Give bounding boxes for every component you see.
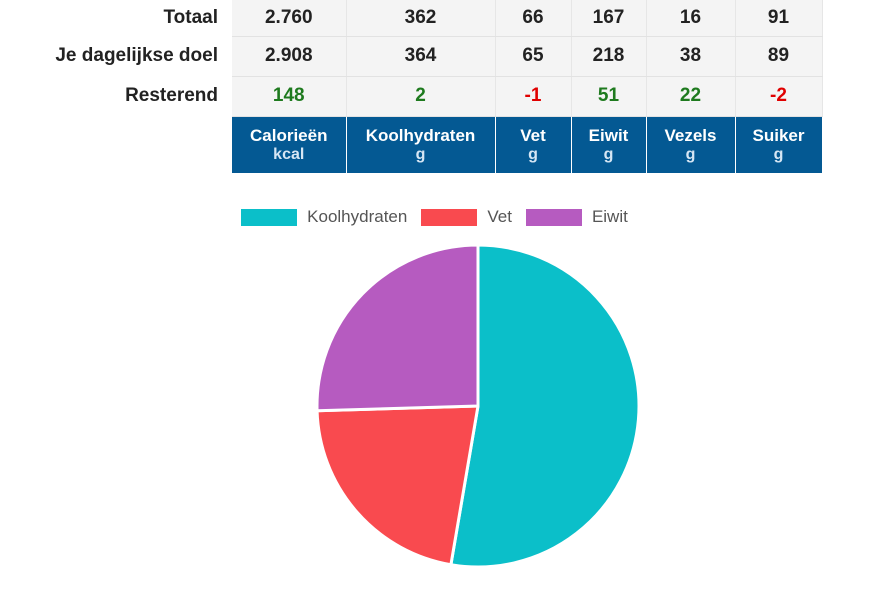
value-cell: 65 — [495, 36, 572, 77]
legend-label: Eiwit — [591, 207, 628, 226]
chart-legend: Koolhydraten Vet Eiwit — [0, 207, 869, 227]
value-cell: 16 — [646, 0, 736, 37]
column-name: Calorieën — [250, 125, 328, 145]
value-cell: 218 — [571, 36, 647, 77]
column-name: Suiker — [752, 125, 805, 145]
legend-swatch — [525, 208, 582, 226]
legend-item-eiwit[interactable]: Eiwit — [525, 207, 628, 227]
legend-label: Vet — [487, 207, 512, 226]
row-label: Totaal — [0, 0, 232, 36]
nutrition-summary-table: Totaal 2.760 362 66 167 16 91 Je dagelij… — [0, 0, 823, 173]
legend-swatch — [241, 208, 298, 226]
legend-swatch — [421, 208, 478, 226]
value-cell: 2.760 — [232, 0, 347, 37]
table-row-dagelijkse-doel: Je dagelijkse doel 2.908 364 65 218 38 8… — [0, 36, 823, 77]
column-header-calorieen: Calorieën kcal — [232, 116, 347, 173]
column-header-vezels: Vezels g — [646, 116, 736, 173]
value-cell: 66 — [495, 0, 572, 37]
value-cell: 2.908 — [232, 36, 347, 77]
legend-item-vet[interactable]: Vet — [421, 207, 512, 227]
column-name: Vet — [520, 125, 546, 145]
pie-slice-koolhydraten[interactable] — [449, 243, 641, 569]
column-unit: kcal — [273, 145, 305, 163]
pie-slice-eiwit[interactable] — [315, 243, 480, 413]
row-label: Je dagelijkse doel — [0, 36, 232, 76]
remaining-value-cell: 22 — [646, 76, 736, 117]
column-name: Eiwit — [588, 125, 629, 145]
column-unit: g — [773, 145, 784, 163]
remaining-value-cell: -1 — [495, 76, 572, 117]
column-unit: g — [528, 145, 538, 163]
value-cell: 38 — [646, 36, 736, 77]
column-unit: g — [415, 145, 426, 163]
column-header-eiwit: Eiwit g — [571, 116, 647, 173]
remaining-value-cell: 2 — [346, 76, 496, 117]
column-header-vet: Vet g — [495, 116, 572, 173]
remaining-value-cell: -2 — [735, 76, 823, 117]
empty-corner — [0, 116, 232, 173]
column-name: Vezels — [664, 125, 717, 145]
pie-slice-vet[interactable] — [315, 404, 480, 567]
value-cell: 364 — [346, 36, 496, 77]
value-cell: 89 — [735, 36, 823, 77]
column-name: Koolhydraten — [365, 125, 476, 145]
value-cell: 167 — [571, 0, 647, 37]
column-unit: g — [685, 145, 696, 163]
table-row-resterend: Resterend 148 2 -1 51 22 -2 — [0, 76, 823, 117]
legend-label: Koolhydraten — [307, 207, 408, 226]
column-header-suiker: Suiker g — [735, 116, 823, 173]
value-cell: 91 — [735, 0, 823, 37]
column-header-koolhydraten: Koolhydraten g — [346, 116, 496, 173]
column-unit: g — [603, 145, 614, 163]
table-header-row: Calorieën kcal Koolhydraten g Vet g Eiwi… — [0, 116, 823, 173]
table-row-totaal: Totaal 2.760 362 66 167 16 91 — [0, 0, 823, 37]
value-cell: 362 — [346, 0, 496, 37]
row-label: Resterend — [0, 76, 232, 116]
remaining-value-cell: 51 — [571, 76, 647, 117]
remaining-value-cell: 148 — [232, 76, 347, 117]
legend-item-koolhydraten[interactable]: Koolhydraten — [241, 207, 407, 227]
